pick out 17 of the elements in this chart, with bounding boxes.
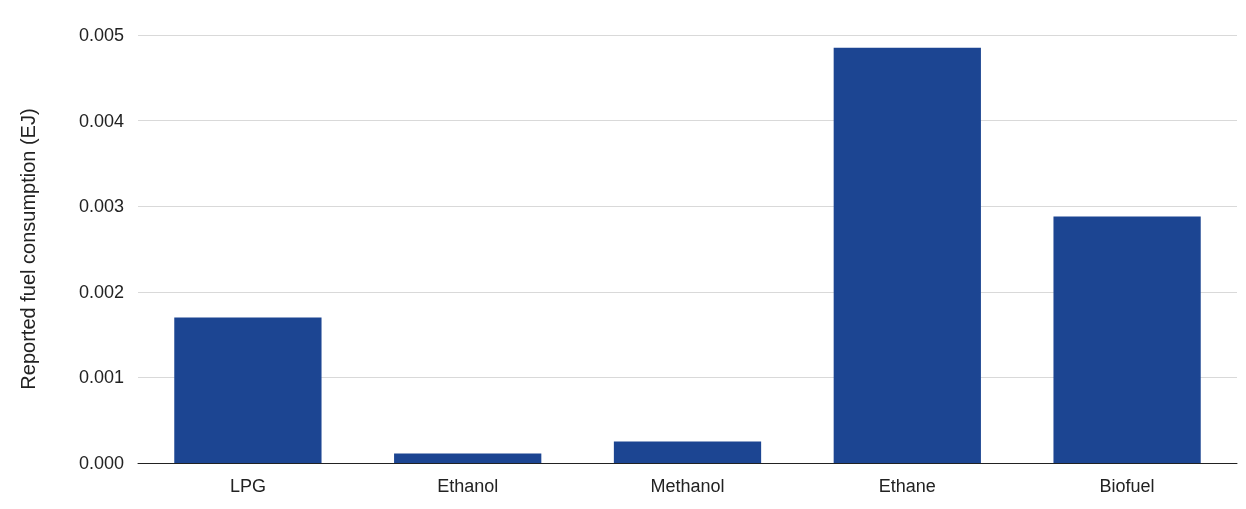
bar: [174, 317, 322, 463]
y-axis-title: Reported fuel consumption (EJ): [17, 108, 39, 390]
y-tick-label: 0.005: [78, 25, 124, 45]
x-tick-label: LPG: [229, 476, 266, 496]
y-tick-label: 0.002: [78, 281, 124, 302]
y-tick-label: 0.001: [78, 367, 124, 388]
x-tick-label: Ethane: [878, 476, 936, 496]
x-tick-label: Biofuel: [1099, 476, 1155, 496]
y-tick-label: 0.000: [78, 453, 124, 473]
x-tick-label: Methanol: [650, 476, 725, 496]
bar: [1053, 216, 1201, 463]
bar: [394, 453, 542, 463]
x-tick-label: Ethanol: [437, 476, 499, 496]
bar: [833, 47, 981, 463]
y-tick-label: 0.003: [78, 196, 124, 217]
bar: [613, 441, 762, 463]
y-tick-label: 0.004: [78, 110, 124, 131]
